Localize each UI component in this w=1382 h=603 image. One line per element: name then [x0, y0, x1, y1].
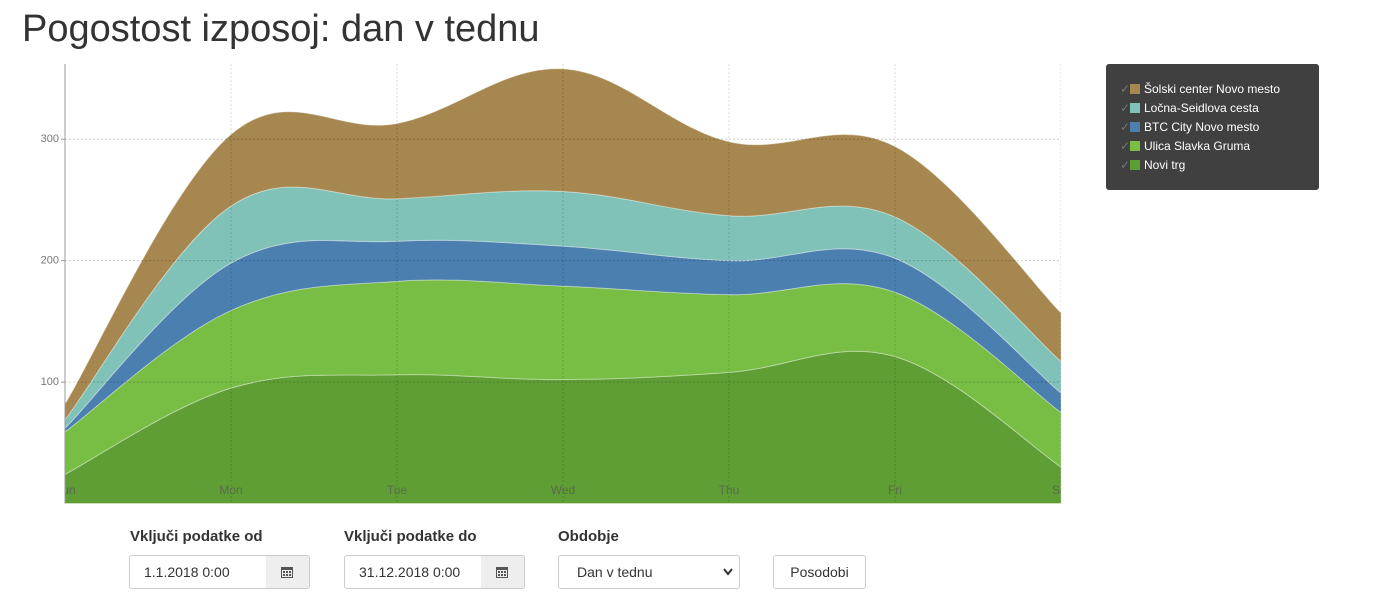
legend-swatch [1130, 84, 1140, 94]
legend-swatch [1130, 103, 1140, 113]
x-tick-label: Thu [719, 483, 740, 497]
label: Vključi podatke do [344, 528, 477, 545]
date-input[interactable]: 31.12.2018 0:00 [344, 555, 482, 589]
legend-label: Šolski center Novo mesto [1144, 82, 1281, 96]
check-icon: ✓ [1120, 101, 1131, 115]
check-icon: ✓ [1120, 158, 1131, 172]
area [65, 186, 1061, 429]
check-icon: ✓ [1120, 139, 1131, 153]
x-tick-label: Fri [888, 483, 902, 497]
x-tick-label: Sun [54, 483, 75, 497]
check-icon: ✓ [1120, 82, 1131, 96]
period-select[interactable]: Dan v tednu [558, 555, 740, 589]
check-icon: ✓ [1120, 120, 1131, 134]
legend[interactable]: ✓ Šolski center Novo mesto ✓ Ločna-Seidlova… [1106, 64, 1319, 190]
select-value: Dan v tednu [577, 564, 653, 580]
y-tick-label: 100 [41, 376, 59, 388]
area [65, 68, 1061, 421]
update-button[interactable]: Posodobi [773, 555, 866, 589]
y-tick-label: 300 [41, 133, 59, 145]
legend-label: Ločna-Seidlova cesta [1144, 101, 1259, 115]
date-input[interactable]: 1.1.2018 0:00 [129, 555, 267, 589]
x-tick-label: Wed [551, 483, 575, 497]
legend-swatch [1130, 141, 1140, 151]
calendar-button[interactable] [481, 555, 525, 589]
y-tick-label: 200 [41, 255, 59, 267]
legend-swatch [1130, 160, 1140, 170]
legend-label: Novi trg [1144, 158, 1186, 172]
x-tick-label: Tue [387, 483, 408, 497]
x-tick-label: Sat [1052, 483, 1071, 497]
area [65, 279, 1061, 475]
chart: Sun Mon Tue Wed Thu Fri Sat 100 200 300 [41, 64, 1071, 505]
legend-swatch [1130, 122, 1140, 132]
x-tick-label: Mon [219, 483, 242, 497]
legend-label: Ulica Slavka Gruma [1144, 139, 1251, 153]
calendar-button[interactable] [266, 555, 310, 589]
label: Vključi podatke od [130, 528, 263, 545]
label: Obdobje [558, 528, 619, 545]
chart-title: Pogostost izposoj: dan v tednu [22, 8, 540, 50]
legend-label: BTC City Novo mesto [1144, 120, 1260, 134]
